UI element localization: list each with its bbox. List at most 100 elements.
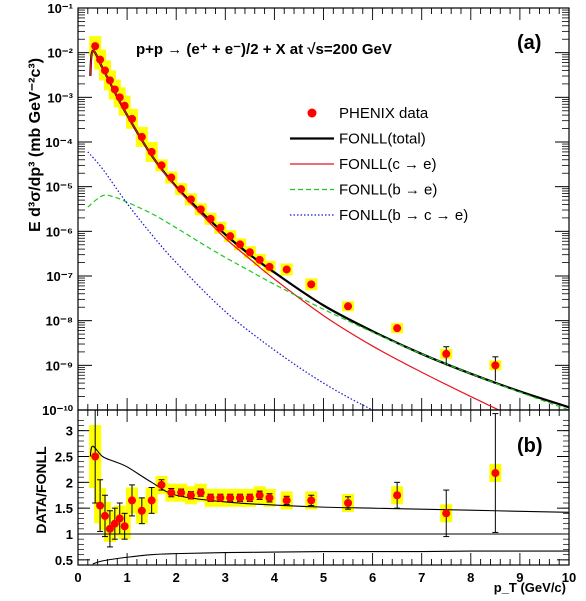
curve-fonll-b-e xyxy=(87,194,569,410)
x-tick-label: 4 xyxy=(271,570,279,585)
data-point xyxy=(137,132,146,141)
panel-a-label: (a) xyxy=(517,32,541,54)
data-point xyxy=(344,302,353,311)
data-point xyxy=(96,55,105,64)
panel-a-title: p+p → (e⁺ + e⁻)/2 + X at √s=200 GeV xyxy=(136,41,392,58)
ratio-data-point xyxy=(115,514,124,523)
y-tick-label: 10⁻⁴ xyxy=(45,135,73,150)
data-point xyxy=(128,114,137,123)
ratio-data-point xyxy=(442,509,451,518)
data-point xyxy=(226,232,235,241)
data-point xyxy=(245,248,254,257)
panel-a-frame xyxy=(77,7,570,411)
data-point xyxy=(105,76,114,85)
ratio-data-point xyxy=(101,511,110,520)
data-point xyxy=(307,280,316,289)
y-tick-label: 10⁻⁶ xyxy=(46,224,73,239)
ratio-data-point xyxy=(236,493,245,502)
panel-b-plot-area xyxy=(78,410,569,565)
legend-marker-data xyxy=(307,108,317,118)
upper-uncertainty-curve xyxy=(89,445,569,513)
panel-a-ticks: 10⁻¹⁰ 10⁻⁹ 10⁻⁸ 10⁻⁷ 10⁻⁶ 10⁻⁵ 10⁻⁴ 10⁻³ 10⁻² 10⁻… xyxy=(42,1,570,418)
ratio-data-point xyxy=(206,493,215,502)
data-point xyxy=(186,195,195,204)
x-tick-label: 3 xyxy=(222,570,229,585)
y-tick-label: 3 xyxy=(66,424,73,439)
data-point xyxy=(442,349,451,358)
panel-b-series-group xyxy=(78,410,569,565)
data-point xyxy=(236,240,245,249)
panel-b: 0.511.522.530 1 2 3 4 5 6 7 8 9 10 (b) DATA/FONLL … xyxy=(33,409,576,595)
legend-label: FONLL(b → e) xyxy=(339,182,437,199)
data-point xyxy=(120,101,129,110)
data-point xyxy=(206,214,215,223)
data-point xyxy=(101,66,110,75)
x-tick-label: 9 xyxy=(516,570,523,585)
panel-b-y-axis-label: DATA/FONLL xyxy=(33,446,49,534)
ratio-data-point xyxy=(120,522,129,531)
ratio-data-point xyxy=(282,496,291,505)
data-point xyxy=(216,223,225,232)
ratio-data-point xyxy=(307,496,316,505)
y-tick-label: 0.5 xyxy=(55,553,73,568)
x-tick-label: 10 xyxy=(562,570,576,585)
curve-fonll-c-e xyxy=(89,50,501,410)
legend-label: FONLL(total) xyxy=(339,131,426,148)
data-point xyxy=(167,173,176,182)
legend-label: FONLL(c → e) xyxy=(339,156,437,173)
ratio-data-point xyxy=(344,499,353,507)
ratio-data-point xyxy=(245,493,254,502)
data-point xyxy=(91,42,100,51)
y-tick-label: 2.5 xyxy=(55,450,73,465)
ratio-data-point xyxy=(255,491,264,500)
x-tick-label: 5 xyxy=(320,570,327,585)
y-tick-label: 10⁻³ xyxy=(47,90,73,105)
panel-a-legend: PHENIX data FONLL(total) FONLL(c → e) FONLL… xyxy=(290,105,468,224)
y-tick-label: 10⁻¹⁰ xyxy=(42,403,74,418)
ratio-data-point xyxy=(226,493,235,502)
panel-b-ticks: 0.5 1 1.5 2 2.5 3 0 1 2 3 4 5 6 7 8 9 10 xyxy=(55,410,576,585)
data-point xyxy=(282,265,291,274)
ratio-data-point xyxy=(393,491,402,500)
data-point xyxy=(491,361,500,370)
y-tick-label: 10⁻⁵ xyxy=(46,180,73,195)
curve-fonll-total xyxy=(89,49,569,409)
panel-a-plot-area xyxy=(87,36,569,410)
panel-a-y-axis-label: E d³σ/dp³ (mb GeV⁻²c³) xyxy=(27,58,44,232)
ratio-data-point xyxy=(167,488,176,497)
ratio-data-point xyxy=(177,488,186,497)
ratio-data-point xyxy=(216,493,225,502)
x-tick-label: 0 xyxy=(74,570,81,585)
y-tick-label: 1.5 xyxy=(55,501,73,516)
y-tick-label: 10⁻¹ xyxy=(47,1,73,16)
data-point xyxy=(177,185,186,194)
curve-fonll-b-c-e xyxy=(87,151,374,410)
ratio-data-point xyxy=(128,496,137,505)
ratio-data-point xyxy=(110,519,119,528)
y-tick-label: 10⁻⁷ xyxy=(46,269,73,284)
panel-a: 10⁻¹⁰ 10⁻⁹ 10⁻⁸ 10⁻⁷ 10⁻⁶ 10⁻⁵ 10⁻⁴ 10⁻³ 10⁻² 10⁻… xyxy=(27,1,570,418)
ratio-data-point xyxy=(147,496,156,505)
data-point xyxy=(255,255,264,264)
ratio-data-point xyxy=(196,488,205,497)
data-point xyxy=(147,147,156,156)
x-tick-label: 6 xyxy=(369,570,376,585)
panel-b-label: (b) xyxy=(517,435,543,457)
y-tick-label: 10⁻² xyxy=(47,46,73,61)
legend-label: PHENIX data xyxy=(339,105,429,122)
panel-a-series-group xyxy=(87,36,569,410)
y-tick-label: 10⁻⁸ xyxy=(46,314,73,329)
ratio-data-point xyxy=(491,469,500,478)
x-tick-label: 2 xyxy=(173,570,180,585)
y-tick-label: 10⁻⁹ xyxy=(46,358,74,373)
data-point xyxy=(115,93,124,102)
legend-label: FONLL(b → c → e) xyxy=(339,207,468,224)
ratio-data-point xyxy=(265,493,274,502)
y-tick-label: 1 xyxy=(66,527,73,542)
ratio-data-point xyxy=(105,524,114,533)
data-point xyxy=(110,85,119,94)
data-point xyxy=(393,324,402,333)
ratio-data-point xyxy=(157,480,166,489)
ratio-data-point xyxy=(137,506,146,515)
